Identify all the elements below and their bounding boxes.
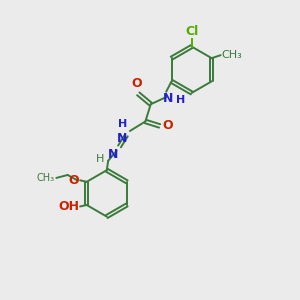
Text: N: N (108, 148, 118, 161)
Text: N: N (117, 133, 128, 146)
Text: OH: OH (58, 200, 79, 213)
Text: O: O (68, 174, 79, 187)
Text: N: N (163, 92, 173, 105)
Text: CH₃: CH₃ (221, 50, 242, 60)
Text: CH₃: CH₃ (36, 173, 55, 183)
Text: O: O (131, 77, 142, 90)
Text: H: H (176, 95, 185, 105)
Text: O: O (163, 119, 173, 132)
Text: H: H (118, 119, 128, 130)
Text: Cl: Cl (185, 25, 198, 38)
Text: H: H (96, 154, 104, 164)
